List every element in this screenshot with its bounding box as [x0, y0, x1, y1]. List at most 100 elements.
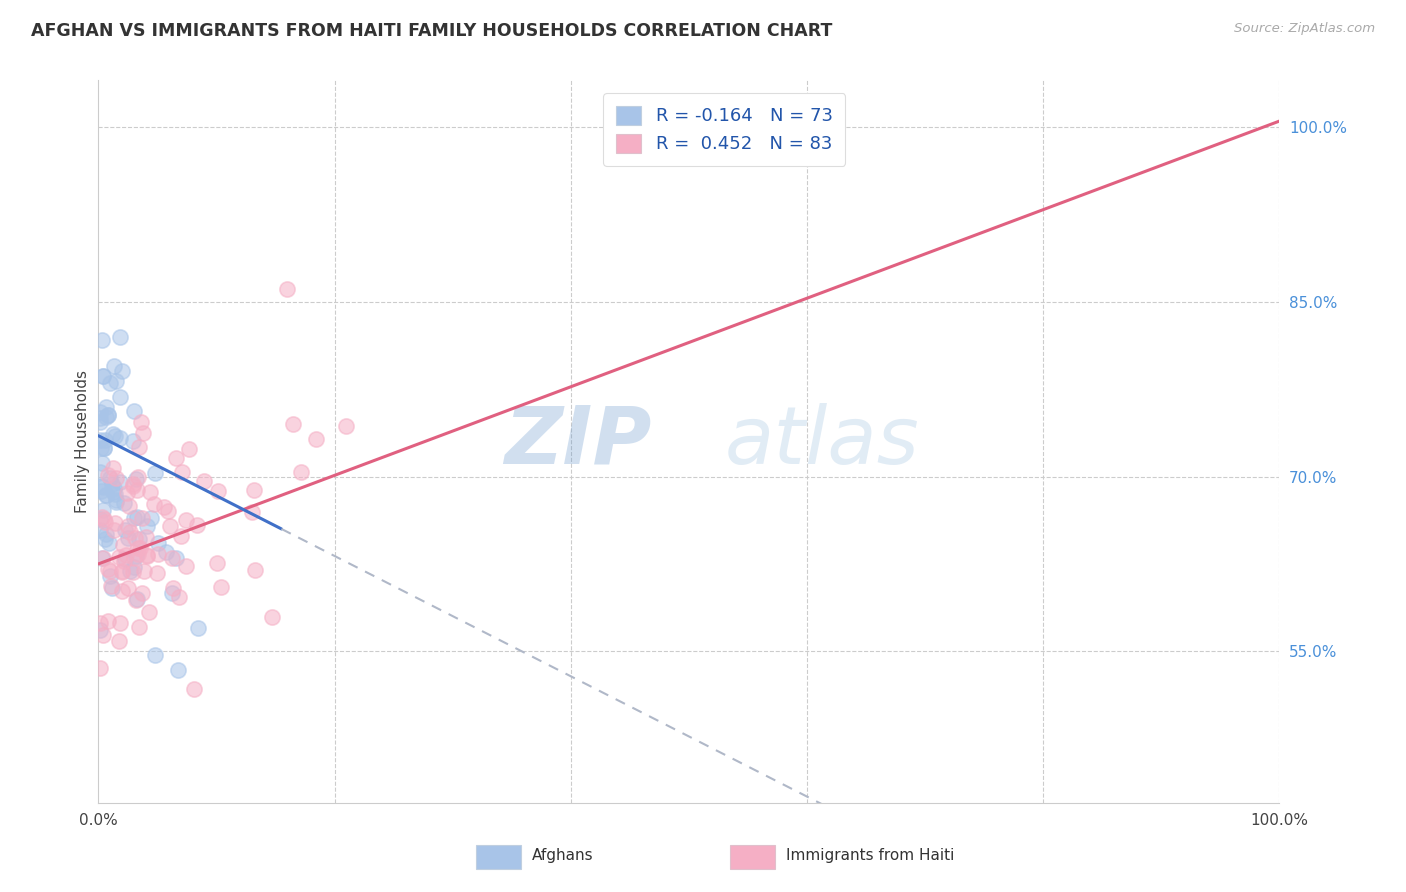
- Point: [90, 484, 112, 499]
- Point: [104, 516, 127, 530]
- Point: [139, 485, 162, 500]
- Point: [94, 400, 117, 414]
- Point: [162, 581, 184, 595]
- Point: [93, 441, 115, 455]
- Point: [125, 509, 148, 524]
- Text: Immigrants from Haiti: Immigrants from Haiti: [786, 848, 955, 863]
- Point: [91, 510, 114, 524]
- Point: [118, 524, 141, 539]
- Point: [122, 479, 145, 493]
- Point: [90, 456, 112, 470]
- Point: [122, 477, 145, 491]
- Point: [128, 533, 150, 547]
- Point: [159, 519, 181, 533]
- Point: [127, 470, 149, 484]
- FancyBboxPatch shape: [477, 846, 522, 869]
- Point: [103, 460, 125, 475]
- Point: [97, 562, 120, 576]
- Point: [240, 505, 263, 519]
- Point: [93, 441, 115, 455]
- Point: [94, 532, 117, 546]
- Point: [128, 620, 150, 634]
- Point: [117, 519, 139, 533]
- Point: [89, 623, 111, 637]
- Point: [89, 511, 111, 525]
- Point: [101, 477, 124, 491]
- Point: [165, 551, 187, 566]
- Point: [110, 431, 132, 445]
- Point: [89, 415, 111, 429]
- Point: [186, 518, 208, 533]
- Point: [129, 541, 152, 555]
- Point: [132, 426, 155, 441]
- Text: ZIP: ZIP: [503, 402, 651, 481]
- Point: [98, 564, 121, 578]
- Point: [89, 411, 111, 425]
- Point: [91, 334, 114, 348]
- Point: [117, 531, 139, 545]
- Point: [115, 486, 138, 500]
- Point: [276, 282, 298, 296]
- Point: [93, 368, 115, 383]
- Point: [125, 592, 148, 607]
- Point: [187, 621, 209, 635]
- Point: [89, 433, 111, 447]
- Point: [207, 483, 229, 498]
- Point: [125, 483, 148, 498]
- Point: [165, 451, 187, 466]
- Point: [305, 432, 328, 446]
- Point: [96, 468, 118, 483]
- Point: [145, 566, 167, 580]
- Point: [91, 503, 114, 517]
- Point: [155, 545, 177, 559]
- Point: [122, 559, 145, 574]
- Point: [108, 475, 131, 490]
- Y-axis label: Family Households: Family Households: [75, 370, 90, 513]
- Point: [111, 364, 134, 378]
- Text: Source: ZipAtlas.com: Source: ZipAtlas.com: [1234, 22, 1375, 36]
- Point: [132, 564, 155, 578]
- Point: [290, 465, 312, 479]
- Point: [91, 551, 114, 566]
- FancyBboxPatch shape: [730, 846, 775, 869]
- Point: [146, 548, 169, 562]
- Point: [91, 369, 114, 384]
- Point: [122, 551, 145, 566]
- Point: [135, 531, 157, 545]
- Text: Afghans: Afghans: [531, 848, 593, 863]
- Point: [111, 538, 134, 552]
- Point: [103, 523, 125, 537]
- Point: [118, 499, 141, 513]
- Point: [98, 471, 121, 485]
- Point: [167, 591, 190, 605]
- Point: [124, 549, 146, 563]
- Point: [103, 481, 125, 495]
- Point: [107, 634, 129, 648]
- Point: [103, 359, 125, 373]
- Point: [93, 433, 115, 447]
- Point: [89, 661, 111, 675]
- Point: [167, 663, 190, 677]
- Point: [122, 565, 145, 579]
- Point: [101, 485, 124, 500]
- Point: [124, 404, 146, 418]
- Point: [127, 547, 149, 561]
- Point: [174, 559, 197, 574]
- Point: [91, 628, 114, 642]
- Point: [89, 523, 111, 537]
- Point: [112, 554, 135, 568]
- Point: [105, 495, 128, 509]
- Point: [121, 434, 143, 449]
- Point: [135, 549, 157, 563]
- Point: [125, 591, 148, 606]
- Point: [93, 479, 115, 493]
- Point: [136, 519, 159, 533]
- Point: [98, 536, 121, 550]
- Point: [97, 615, 120, 629]
- Point: [97, 408, 120, 422]
- Point: [193, 475, 215, 489]
- Point: [177, 442, 200, 456]
- Point: [117, 581, 139, 595]
- Point: [131, 586, 153, 600]
- Point: [93, 512, 115, 526]
